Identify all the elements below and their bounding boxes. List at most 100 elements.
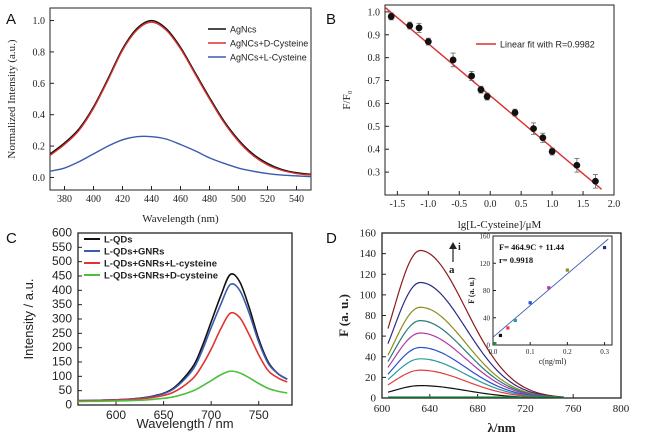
panel-c-x-tick-label: 650 [154, 408, 174, 422]
panel-b-x-axis-label: lg[L-Cysteine]/μM [458, 219, 542, 231]
panel-b-x-tick-label: 2.0 [608, 199, 621, 210]
panel-d-arrow-head-icon [449, 242, 457, 249]
panel-d-y-tick-label: 100 [360, 289, 377, 301]
panel-d-x-axis-label: λ/nm [487, 420, 515, 435]
panel-d-y-tick-label: 20 [365, 372, 377, 384]
panel-d-y-tick-label: 80 [365, 310, 377, 322]
panel-a-legend-label-1: AgNcs [230, 25, 257, 35]
panel-d-inset-data-point [498, 333, 503, 338]
panel-d-inset-y-axis-label: F (a. u.) [467, 277, 476, 304]
panel-a-y-axis-label: Normalized Intensity (a.u.) [6, 39, 18, 158]
panel-d-x-tick-label: 760 [565, 403, 582, 415]
panel-d-inset-data-point [506, 326, 510, 330]
panel-b-x-tick-label: -1.0 [420, 199, 436, 210]
panel-d-inset-data-point [565, 268, 569, 272]
panel-c-legend-label-2: L-QDs+GNRs [104, 247, 164, 258]
panel-a-y-tick-label: 0.8 [33, 47, 46, 58]
panel-a-chart: 380 400 420 440 460 480 500 520 540 0.0 0.2 0.4 0.6 0… [6, 7, 312, 225]
panel-c-x-axis-label: Wavelength / nm [136, 416, 233, 431]
panel-d-x-tick-label: 640 [422, 403, 439, 415]
panel-b-y-tick-label: 1.0 [368, 7, 381, 18]
panel-d-inset-y-tick-label: 120 [480, 260, 491, 268]
panel-a-y-tick-label: 0.0 [33, 173, 46, 184]
panel-c-legend-label-1: L-QDs [104, 235, 133, 246]
panel-c-x-tick-label: 750 [249, 408, 269, 422]
panel-b-x-tick-label: 1.0 [546, 199, 559, 210]
panel-d-series-line-2 [387, 281, 564, 398]
panel-d-inset-x-tick-label: 0.1 [526, 348, 535, 356]
panel-b-data-point [424, 38, 432, 46]
panel-a-y-tick-label: 0.6 [33, 79, 46, 90]
panel-b-legend-label: Linear fit with R=0.9982 [500, 40, 595, 50]
panel-b-data-point [483, 93, 491, 100]
panel-a-x-tick-label: 480 [202, 194, 217, 205]
panel-c-y-axis-label: Intensity / a.u. [21, 279, 36, 360]
panel-c-legend-label-4: L-QDs+GNRs+D-cysteine [104, 271, 218, 282]
panel-b-y-tick-label: 0.7 [368, 76, 381, 87]
panel-b-data-point [530, 125, 537, 133]
panel-c-series-line-4 [77, 370, 288, 403]
panel-b-data-point [592, 177, 599, 185]
panel-a-x-tick-label: 440 [144, 194, 159, 205]
panel-c-legend-label-3: L-QDs+GNRs+L-cysteine [104, 259, 217, 270]
panel-c-y-tick-label: 400 [52, 283, 72, 297]
panel-b-y-tick-label: 0.5 [368, 122, 381, 133]
panel-d-inset-data-point [547, 286, 551, 290]
panel-c-y-tick-label: 550 [52, 240, 72, 254]
panel-c-y-tick-label: 150 [52, 355, 72, 369]
panel-b-x-tick-label: 0.0 [484, 199, 497, 210]
panel-d-inset-equation: F= 464.9C + 11.44 [499, 242, 565, 252]
panel-c-y-tick-label: 600 [52, 226, 72, 240]
panel-c-y-tick-label: 200 [52, 340, 72, 354]
panel-b-data-point [406, 22, 414, 30]
panel-b-data-point [477, 86, 485, 94]
panel-d-inset-data-point [493, 342, 497, 346]
panel-label-d: D [326, 230, 337, 247]
panel-d-inset-y-tick-label: 80 [483, 287, 491, 295]
panel-d-x-tick-label: 680 [469, 403, 486, 415]
panel-b-data-point [387, 13, 395, 20]
panel-b-data-point [548, 148, 556, 155]
panel-b-y-tick-label: 0.3 [368, 168, 381, 179]
panel-b-fit-line [384, 6, 603, 190]
panel-c-y-tick-label: 50 [59, 383, 73, 397]
panel-d-inset-y-tick-label: 40 [483, 314, 491, 322]
panel-b-y-tick-label: 0.4 [368, 145, 381, 156]
panel-d-inset-y-tick-label: 160 [480, 233, 491, 241]
panel-a-series-line-3 [49, 135, 312, 178]
panel-a-x-tick-label: 420 [115, 194, 130, 205]
panel-d-inset-fit-line [492, 238, 609, 338]
panel-c-y-tick-label: 450 [52, 269, 72, 283]
panel-a-legend-label-2: AgNCs+D-Cysteine [230, 39, 308, 49]
panel-d-inset-data-point [513, 318, 517, 323]
panel-c-y-tick-label: 350 [52, 297, 72, 311]
panel-d-inset-r-value: r= 0.9918 [499, 255, 533, 265]
panel-d-x-tick-label: 720 [517, 403, 534, 415]
panel-b-data-point [539, 134, 547, 142]
panel-d-inset-data-point [528, 301, 532, 305]
panel-b-y-tick-label: 0.9 [368, 30, 381, 41]
panel-a-x-axis-label: Wavelength (nm) [142, 213, 219, 225]
panel-a-x-tick-label: 520 [260, 194, 275, 205]
panel-a-y-tick-label: 1.0 [33, 16, 46, 27]
panel-b-x-tick-label: 1.5 [577, 199, 590, 210]
panel-d-annotation-top: i [458, 242, 461, 253]
panel-a-series-line-1 [49, 19, 312, 176]
panel-b-data-point [573, 161, 581, 169]
panel-d-y-axis-label: F (a. u.) [336, 294, 351, 337]
panel-c-x-tick-label: 700 [201, 408, 221, 422]
panel-d-inset-x-tick-label: 0.0 [489, 348, 498, 356]
panel-a-y-tick-label: 0.4 [33, 110, 46, 121]
panel-d-y-tick-label: 40 [365, 351, 377, 363]
panel-d-inset-y-tick-label: 0 [487, 342, 491, 350]
panel-b-x-tick-label: -0.5 [451, 199, 467, 210]
panel-b-data-point [468, 72, 476, 80]
panel-c-y-tick-label: 500 [52, 254, 72, 268]
panel-c-y-tick-label: 250 [52, 326, 72, 340]
panel-d-y-tick-label: 0 [371, 393, 377, 405]
panel-d-chart: 600 640 680 720 760 800020406080100120140160λ… [336, 228, 630, 436]
panel-c-y-tick-label: 100 [52, 369, 72, 383]
panel-label-a: A [6, 11, 16, 28]
panel-b-y-axis-label: F/F₀ [341, 90, 353, 109]
